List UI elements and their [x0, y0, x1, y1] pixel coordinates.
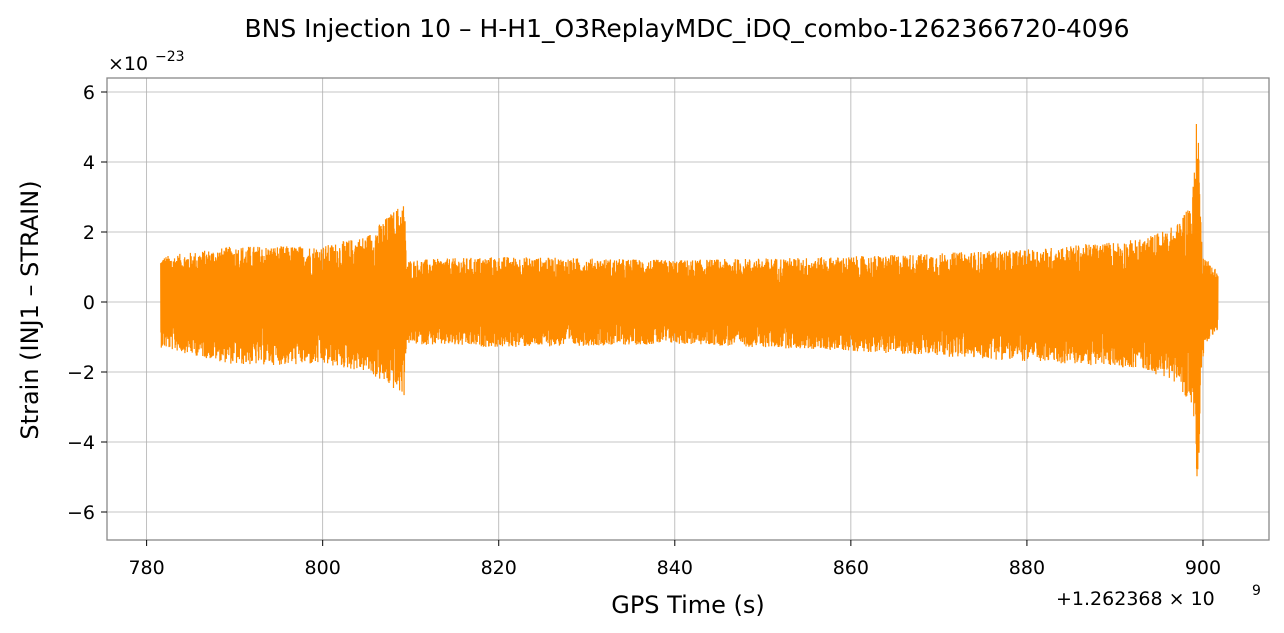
- x-tick-label: 880: [1009, 557, 1045, 579]
- x-tick-label: 780: [128, 557, 164, 579]
- x-axis-label: GPS Time (s): [611, 591, 765, 619]
- y-scale-label: ×10: [108, 53, 148, 75]
- y-tick-label: 2: [83, 222, 95, 244]
- strain-series-line: [160, 123, 1219, 477]
- y-scale-exponent: −23: [155, 49, 185, 65]
- chart-title: BNS Injection 10 – H-H1_O3ReplayMDC_iDQ_…: [244, 14, 1129, 43]
- plot-series: [160, 123, 1219, 477]
- x-tick-label: 800: [305, 557, 341, 579]
- x-offset-factor: +1.262368 × 10 9: [1056, 583, 1261, 610]
- y-tick-label: −2: [67, 362, 95, 384]
- y-tick-label: 0: [83, 292, 95, 314]
- y-tick-label: 6: [83, 82, 95, 104]
- y-tick-label: 4: [83, 152, 95, 174]
- x-offset-exponent: 9: [1252, 583, 1261, 599]
- y-scale-factor: ×10 −23: [108, 49, 185, 75]
- x-tick-label: 840: [657, 557, 693, 579]
- x-axis-ticks: 780 800 820 840 860 880 900: [128, 540, 1221, 579]
- y-axis-ticks: −6 −4 −2 0 2 4 6: [67, 82, 107, 524]
- x-tick-label: 860: [833, 557, 869, 579]
- x-tick-label: 820: [481, 557, 517, 579]
- x-tick-label: 900: [1185, 557, 1221, 579]
- y-tick-label: −4: [67, 432, 95, 454]
- y-tick-label: −6: [67, 502, 95, 524]
- y-axis-label: Strain (INJ1 – STRAIN): [16, 180, 44, 439]
- plot-frame: [106, 77, 1270, 541]
- x-offset-label: +1.262368 × 10: [1056, 588, 1215, 610]
